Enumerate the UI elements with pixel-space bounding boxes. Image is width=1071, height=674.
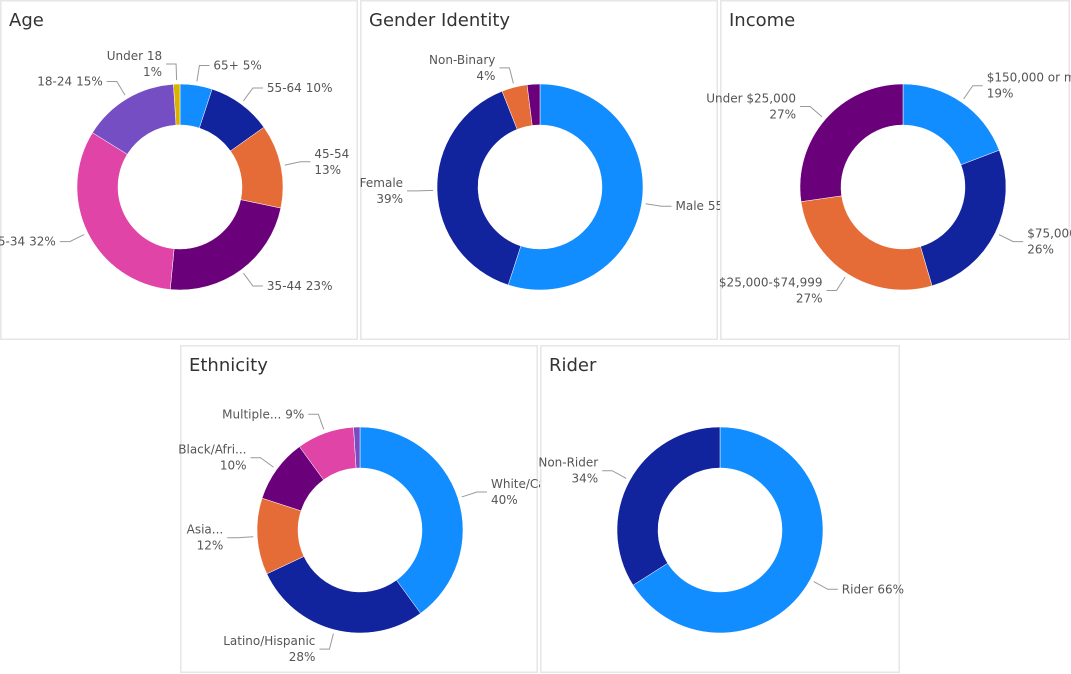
leader-line	[998, 234, 1024, 243]
data-label: Latino/Hispanic 28%	[223, 634, 315, 664]
leader-line	[826, 276, 846, 291]
data-label: Rider 66%	[842, 582, 904, 596]
donut-slice	[359, 426, 464, 614]
chart-title: Rider	[549, 355, 597, 376]
category-label: 65+	[213, 59, 238, 73]
donut-slice	[507, 83, 644, 291]
category-label: Non-Rider	[538, 456, 598, 470]
data-label: $75,000-$... 26%	[1027, 227, 1071, 257]
leader-line	[250, 457, 274, 468]
category-label: 45-54	[314, 147, 349, 161]
chart-title: Age	[9, 10, 44, 31]
data-label: 55-64 10%	[267, 81, 333, 95]
data-label: $25,000-$74,999 27%	[719, 275, 823, 305]
value-label: 4%	[476, 69, 495, 83]
leader-line	[243, 272, 263, 287]
value-label: 34%	[572, 472, 599, 486]
category-label: 55-64	[267, 81, 302, 95]
value-label: 5%	[243, 59, 262, 73]
leader-line	[499, 67, 514, 84]
category-label: Black/Afri...	[178, 443, 246, 457]
category-label: 25-34	[0, 235, 25, 249]
donut-slice	[632, 426, 824, 634]
donut-slice	[266, 556, 421, 634]
category-label: $75,000-$...	[1027, 227, 1071, 241]
category-label: $25,000-$74,999	[719, 275, 823, 289]
category-label: Rider	[842, 582, 874, 596]
value-label: 1%	[143, 65, 162, 79]
category-label: Female	[360, 176, 403, 190]
data-label: Under $25,000 27%	[706, 91, 796, 121]
value-label: 15%	[76, 74, 103, 88]
leader-line	[59, 234, 85, 243]
leader-line	[800, 105, 823, 118]
category-label: Asia...	[187, 523, 224, 537]
donut-slice	[920, 149, 1007, 287]
category-label: 35-44	[267, 279, 302, 293]
chart-title: Ethnicity	[189, 355, 268, 376]
value-label: 12%	[197, 539, 224, 553]
category-label: Male	[675, 199, 703, 213]
donut-slice	[526, 83, 541, 126]
donut-slice	[173, 83, 181, 126]
chart-title: Income	[729, 10, 795, 31]
leader-line	[243, 87, 263, 102]
donut-slice	[76, 132, 175, 290]
leader-line	[227, 536, 254, 539]
leader-line	[407, 189, 434, 192]
data-label: 45-54 13%	[314, 147, 349, 177]
leader-line	[308, 413, 325, 430]
value-label: 10%	[306, 81, 333, 95]
data-label: $150,000 or more 19%	[987, 71, 1071, 101]
data-label: Asia... 12%	[187, 523, 224, 553]
leader-line	[106, 80, 126, 96]
data-label: Female 39%	[360, 176, 403, 206]
value-label: 66%	[877, 582, 904, 596]
donut-slice	[616, 426, 721, 586]
donut-slice	[436, 90, 522, 286]
value-label: 19%	[987, 87, 1014, 101]
leader-line	[166, 63, 178, 81]
category-label: Non-Binary	[429, 53, 495, 67]
value-label: 27%	[796, 291, 823, 305]
value-label: 32%	[29, 235, 56, 249]
value-label: 13%	[314, 163, 341, 177]
value-label: 39%	[376, 192, 403, 206]
value-label: 27%	[769, 107, 796, 121]
chart-title: Gender Identity	[369, 10, 510, 31]
value-label: 40%	[491, 493, 518, 507]
leader-line	[461, 491, 487, 498]
data-label: Multiple... 9%	[222, 407, 304, 421]
value-label: 9%	[285, 407, 304, 421]
data-label: 25-34 32%	[0, 235, 56, 249]
leader-line	[196, 65, 210, 82]
category-label: 18-24	[37, 74, 72, 88]
category-label: Under $25,000	[706, 91, 796, 105]
data-label: Under 18 1%	[107, 49, 162, 79]
data-label: 18-24 15%	[37, 74, 103, 88]
category-label: Latino/Hispanic	[223, 634, 315, 648]
donut-slice	[799, 83, 904, 202]
leader-line	[963, 85, 983, 100]
leader-line	[284, 161, 311, 166]
value-label: 10%	[220, 459, 247, 473]
data-label: 35-44 23%	[267, 279, 333, 293]
data-label: Non-Rider 34%	[538, 456, 598, 486]
leader-line	[645, 203, 672, 207]
leader-line	[319, 633, 334, 650]
data-label: 65+ 5%	[213, 59, 261, 73]
value-label: 28%	[289, 650, 316, 664]
value-label: 23%	[306, 279, 333, 293]
category-label: Multiple...	[222, 407, 281, 421]
category-label: Under 18	[107, 49, 162, 63]
leader-line	[813, 581, 838, 590]
leader-line	[602, 470, 627, 479]
data-label: Non-Binary 4%	[429, 53, 495, 83]
donut-slice	[353, 426, 361, 469]
value-label: 26%	[1027, 243, 1054, 257]
data-label: Black/Afri... 10%	[178, 443, 246, 473]
category-label: $150,000 or more	[987, 71, 1071, 85]
